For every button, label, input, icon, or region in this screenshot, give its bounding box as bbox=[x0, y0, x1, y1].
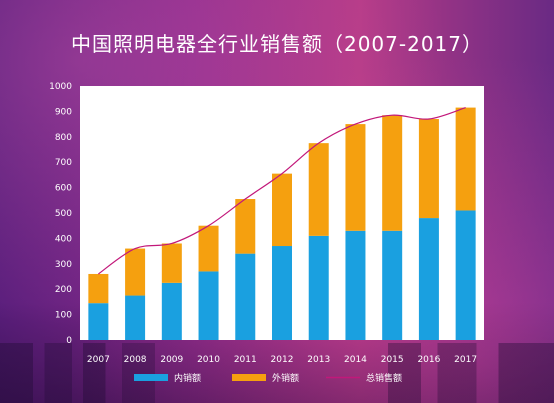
bar-export-2011 bbox=[235, 199, 256, 254]
bar-domestic-2016 bbox=[418, 218, 439, 340]
x-tick-label: 2011 bbox=[234, 355, 257, 365]
x-tick-label: 2007 bbox=[87, 355, 110, 365]
bar-domestic-2010 bbox=[198, 271, 219, 340]
y-tick-label: 0 bbox=[66, 336, 72, 346]
x-tick-label: 2013 bbox=[307, 355, 330, 365]
y-tick-label: 900 bbox=[55, 107, 72, 117]
y-tick-label: 600 bbox=[55, 184, 72, 194]
bars-group bbox=[88, 107, 476, 340]
bar-domestic-2011 bbox=[235, 253, 256, 340]
x-tick-label: 2017 bbox=[454, 355, 477, 365]
bar-domestic-2008 bbox=[125, 295, 146, 340]
y-tick-label: 300 bbox=[55, 260, 72, 270]
x-tick-label: 2009 bbox=[160, 355, 183, 365]
x-tick-label: 2012 bbox=[271, 355, 294, 365]
bar-domestic-2009 bbox=[161, 282, 182, 340]
legend-label-total: 总销售额 bbox=[366, 372, 402, 384]
bar-export-2009 bbox=[161, 243, 182, 283]
legend-label-domestic: 内销额 bbox=[174, 372, 201, 384]
y-tick-label: 1000 bbox=[49, 82, 72, 92]
city-skyline-decoration bbox=[0, 343, 554, 403]
bar-export-2017 bbox=[455, 107, 476, 211]
bar-export-2015 bbox=[382, 115, 403, 231]
x-axis: 2007 2008 2009 2010 2011 2012 2013 2014 2015 2016… bbox=[87, 355, 477, 365]
chart-title: 中国照明电器全行业销售额（2007-2017） bbox=[70, 32, 483, 56]
line-group bbox=[98, 107, 466, 275]
bar-domestic-2014 bbox=[345, 230, 366, 340]
y-tick-label: 700 bbox=[55, 158, 72, 168]
bar-export-2012 bbox=[272, 173, 292, 247]
bar-domestic-2013 bbox=[308, 235, 329, 340]
y-tick-label: 100 bbox=[55, 311, 72, 321]
y-tick-label: 400 bbox=[55, 234, 72, 244]
total-sales-line bbox=[98, 107, 466, 275]
bar-export-2014 bbox=[345, 124, 366, 231]
bar-domestic-2012 bbox=[272, 246, 292, 340]
y-tick-label: 500 bbox=[55, 209, 72, 219]
bar-export-2016 bbox=[418, 119, 439, 219]
x-tick-label: 2014 bbox=[344, 355, 367, 365]
y-tick-label: 200 bbox=[55, 285, 72, 295]
bar-export-2008 bbox=[125, 248, 146, 296]
x-tick-label: 2008 bbox=[124, 355, 147, 365]
x-tick-label: 2015 bbox=[381, 355, 404, 365]
bar-domestic-2007 bbox=[88, 303, 109, 340]
legend-label-export: 外销额 bbox=[272, 372, 299, 384]
legend-swatch-export bbox=[232, 374, 266, 381]
bar-export-2010 bbox=[198, 225, 219, 272]
legend: 内销额 外销额 总销售额 bbox=[134, 372, 402, 384]
x-tick-label: 2016 bbox=[417, 355, 440, 365]
bar-domestic-2015 bbox=[382, 230, 403, 340]
bar-export-2007 bbox=[88, 273, 109, 304]
y-axis: 0 100 200 300 400 500 600 700 800 900 1000 bbox=[49, 82, 72, 346]
bar-export-2013 bbox=[308, 143, 329, 236]
x-tick-label: 2010 bbox=[197, 355, 220, 365]
legend-swatch-domestic bbox=[134, 374, 168, 381]
bar-domestic-2017 bbox=[455, 210, 476, 340]
y-tick-label: 800 bbox=[55, 133, 72, 143]
